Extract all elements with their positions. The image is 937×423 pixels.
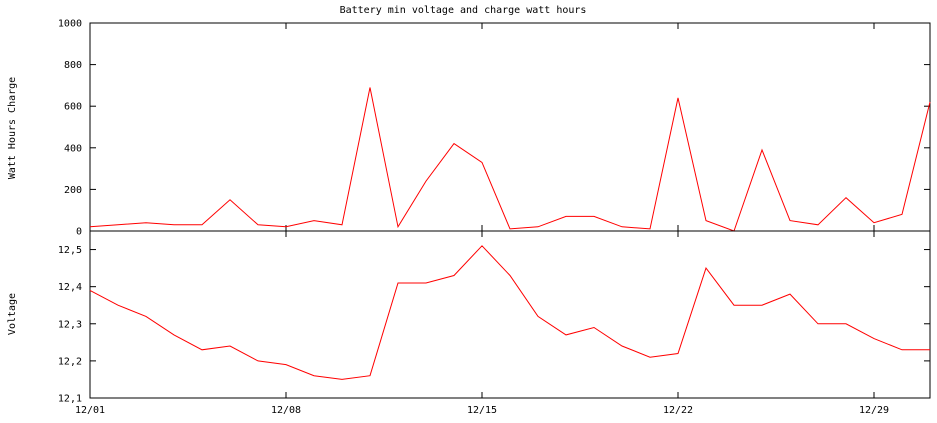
chart-title: Battery min voltage and charge watt hour…	[340, 5, 587, 16]
x-tick-label: 12/01	[75, 405, 105, 416]
watt-hours-y-tick-label: 200	[64, 185, 82, 196]
watt-hours-y-tick-label: 400	[64, 143, 82, 154]
voltage-y-tick-label: 12,1	[58, 394, 82, 405]
x-tick-label: 12/15	[467, 405, 497, 416]
watt-hours-y-tick-label: 600	[64, 102, 82, 113]
watt-hours-y-ticks: 0 200 400 600 800 1000	[58, 19, 930, 238]
watt-hours-y-tick-label: 800	[64, 60, 82, 71]
voltage-y-tick-label: 12,5	[58, 245, 82, 256]
x-tick-label: 12/29	[859, 405, 889, 416]
watt-hours-x-ticks	[89, 23, 875, 231]
voltage-plot-frame	[89, 230, 931, 399]
voltage-panel: Voltage 12,112,212,312,412,5 12/01 12/08 1…	[7, 230, 931, 416]
voltage-y-ticks: 12,1 12,2 12,3 12,4 12,5	[58, 245, 930, 405]
voltage-y-tick-label: 12,4	[58, 282, 82, 293]
voltage-line	[89, 245, 930, 380]
voltage-y-tick-label: 12,2	[58, 356, 82, 367]
watt-hours-axis-label: Watt Hours Charge	[7, 77, 18, 179]
voltage-axis-label: Voltage	[7, 293, 18, 335]
watt-hours-y-tick-label: 1000	[58, 19, 82, 30]
voltage-y-tick-label: 12,3	[58, 319, 82, 330]
x-tick-label: 12/22	[663, 405, 693, 416]
watt-hours-y-tick-label: 0	[76, 227, 82, 238]
voltage-x-ticks: 12/01 12/08 12/15 12/22 12/29	[75, 231, 889, 416]
watt-hours-line	[89, 87, 931, 232]
x-tick-label: 12/08	[271, 405, 301, 416]
watt-hours-plot-frame	[89, 22, 931, 232]
watt-hours-panel: Watt Hours Charge 0 200 400 600 800 1000	[7, 19, 931, 238]
